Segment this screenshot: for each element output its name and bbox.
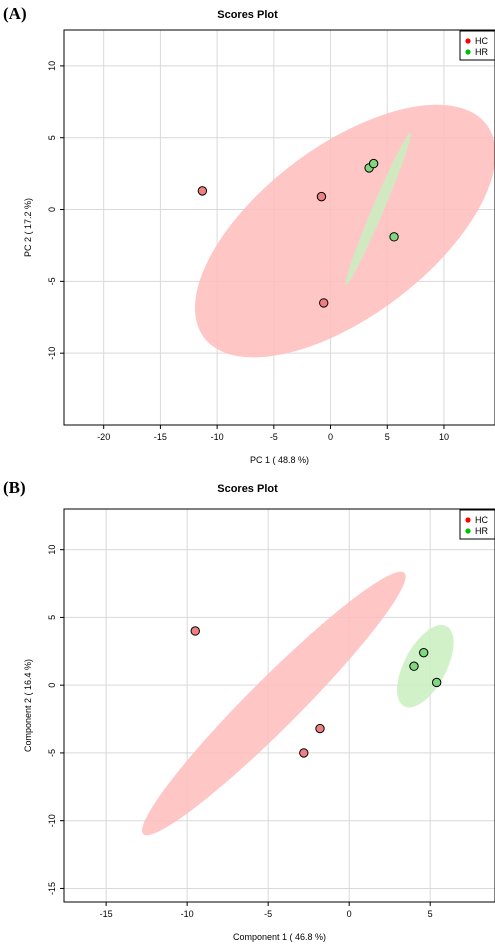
data-point-hr	[409, 661, 419, 671]
x-tick-label: -10	[211, 432, 224, 442]
y-tick-label: 5	[47, 135, 57, 140]
data-point-hc	[319, 298, 329, 308]
panel-label: (B)	[3, 478, 26, 497]
data-point-hr	[389, 232, 399, 242]
chart-title: Scores Plot	[217, 9, 278, 21]
y-tick-label: -5	[47, 749, 57, 757]
legend-marker-hc	[465, 517, 471, 523]
x-axis-title: Component 1 ( 46.8 %)	[233, 932, 326, 942]
x-tick-label: 0	[347, 909, 352, 919]
panel-label: (A)	[3, 4, 27, 23]
x-tick-label: -20	[97, 432, 110, 442]
x-tick-label: -15	[154, 432, 167, 442]
chart-title: Scores Plot	[217, 483, 278, 495]
scores-plot-b: -15 -10 -5 0 5 -15 -10 -5 0 5 10 Component 1 ( 46.8…	[23, 508, 495, 942]
data-point-hr	[419, 647, 429, 658]
legend-label-hr: HR	[475, 526, 488, 536]
data-point-hr	[431, 677, 442, 688]
y-tick-label: 0	[47, 207, 57, 212]
x-tick-label: -10	[181, 909, 194, 919]
x-tick-label: -15	[100, 909, 113, 919]
y-axis-title: PC 2 ( 17.2 %)	[23, 198, 33, 257]
data-point-hc	[197, 186, 208, 196]
confidence-ellipse-hr	[345, 132, 411, 286]
data-point-hc	[299, 748, 309, 758]
x-tick-label: -5	[264, 909, 272, 919]
data-point-hc	[316, 191, 327, 202]
data-point-hr	[368, 158, 379, 169]
y-tick-label: -10	[47, 814, 57, 827]
plot-frame	[63, 29, 495, 426]
confidence-ellipse-hr	[397, 624, 454, 708]
x-axis-title: PC 1 ( 48.8 %)	[250, 455, 309, 465]
y-tick-label: 0	[47, 683, 57, 688]
x-tick-label: 10	[439, 432, 449, 442]
data-point-hc	[315, 723, 325, 734]
legend-marker-hr	[465, 49, 471, 55]
y-tick-label: 10	[47, 545, 57, 555]
legend-box	[459, 30, 495, 61]
y-axis-title: Component 2 ( 16.4 %)	[23, 659, 33, 752]
y-tick-label: -15	[47, 882, 57, 895]
y-tick-label: -10	[47, 347, 57, 360]
confidence-ellipse-hc	[194, 104, 495, 358]
plot-frame	[63, 508, 495, 903]
x-tick-label: 5	[385, 432, 390, 442]
x-tick-label: 5	[428, 909, 433, 919]
y-tick-label: 10	[47, 61, 57, 71]
scores-plot-panel-b: (B) Scores Plot -15 -10 -5 0 5 -15 -10 -5 0 5 10 Co…	[0, 474, 495, 949]
legend-marker-hr	[465, 528, 471, 534]
scores-plot-panel-a: (A) Scores Plot -20 -15 -10 -5 0 5 10 -10 -5 0 5 10…	[0, 0, 495, 474]
data-point-hc	[190, 626, 200, 636]
legend-label-hr: HR	[475, 47, 488, 57]
y-tick-label: 5	[47, 615, 57, 620]
legend-box	[459, 509, 495, 540]
scores-plot-a: -20 -15 -10 -5 0 5 10 -10 -5 0 5 10 PC 1 ( 48.8 %) PC…	[23, 29, 495, 465]
x-tick-label: -5	[270, 432, 278, 442]
x-tick-label: 0	[328, 432, 333, 442]
legend-label-hc: HC	[475, 515, 488, 525]
confidence-ellipse-hc	[142, 571, 406, 836]
legend-marker-hc	[465, 38, 471, 44]
y-tick-label: -5	[47, 277, 57, 285]
legend-label-hc: HC	[475, 36, 488, 46]
